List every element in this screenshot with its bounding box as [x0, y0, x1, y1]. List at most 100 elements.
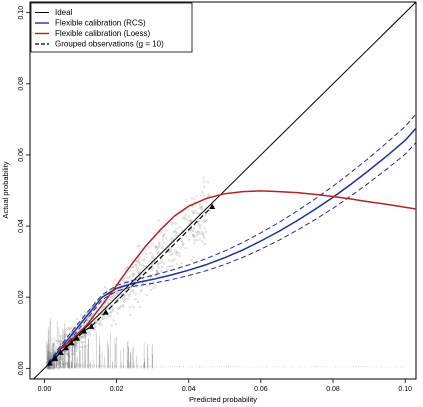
- scatter-point: [163, 241, 166, 244]
- scatter-point: [71, 326, 75, 330]
- scatter-point: [185, 218, 188, 221]
- scatter-point: [184, 235, 187, 238]
- scatter-point: [116, 312, 119, 315]
- scatter-point: [97, 313, 101, 316]
- y-axis-ticks: 0.00 0.02 0.04 0.06 0.08 0.10: [18, 6, 30, 375]
- scatter-point: [145, 293, 148, 297]
- scatter-point: [114, 323, 118, 326]
- group-markers: [46, 203, 216, 366]
- scatter-point: [200, 213, 203, 217]
- scatter-point: [195, 211, 198, 215]
- scatter-point: [71, 353, 74, 356]
- scatter-point: [181, 243, 185, 247]
- group-marker: [63, 344, 70, 351]
- scatter-point: [98, 323, 101, 326]
- scatter-point: [167, 250, 170, 253]
- scatter-point: [138, 244, 141, 247]
- scatter-point: [187, 239, 190, 242]
- scatter-point: [158, 242, 161, 245]
- scatter-point: [175, 250, 179, 254]
- scatter-point: [128, 292, 132, 295]
- scatter-point: [151, 266, 154, 269]
- scatter-point: [159, 270, 162, 273]
- scatter-point: [134, 292, 138, 295]
- scatter-point: [197, 212, 201, 216]
- scatter-point: [202, 235, 206, 238]
- scatter-point: [100, 312, 104, 315]
- scatter-point: [59, 334, 62, 338]
- scatter-point: [69, 331, 73, 334]
- scatter-point: [135, 264, 138, 267]
- scatter-point: [135, 269, 138, 272]
- scatter-point: [169, 250, 172, 253]
- group-marker: [57, 349, 64, 355]
- scatter-point: [136, 260, 139, 263]
- scatter-point: [75, 348, 79, 351]
- scatter-point: [159, 231, 162, 234]
- scatter-point: [66, 333, 69, 337]
- scatter-point: [204, 200, 207, 203]
- scatter-point: [162, 235, 165, 238]
- scatter-point: [197, 230, 200, 233]
- scatter-point: [169, 247, 172, 251]
- scatter-point: [138, 270, 141, 273]
- scatter-point: [137, 257, 140, 260]
- scatter-point: [187, 230, 191, 233]
- scatter-point: [164, 237, 167, 240]
- legend-box: [30, 2, 193, 53]
- scatter-point: [171, 264, 174, 268]
- scatter-point: [192, 235, 195, 238]
- scatter-point: [131, 272, 134, 275]
- scatter-point: [209, 209, 212, 212]
- scatter-point: [76, 317, 79, 321]
- scatter-point: [180, 240, 184, 244]
- scatter-point: [174, 249, 177, 252]
- scatter-point: [127, 297, 130, 300]
- scatter-point: [143, 264, 146, 267]
- y-tick-label: 0.00: [18, 361, 25, 375]
- scatter-point: [66, 327, 69, 330]
- scatter-point: [161, 265, 164, 269]
- scatter-point: [93, 328, 96, 331]
- scatter-point: [86, 318, 89, 321]
- scatter-point: [195, 195, 198, 198]
- scatter-point: [165, 229, 168, 232]
- scatter-point: [192, 212, 195, 215]
- scatter-point: [151, 264, 154, 267]
- scatter-point: [193, 197, 196, 200]
- scatter-point: [161, 260, 164, 264]
- scatter-point: [196, 217, 200, 220]
- scatter-point: [157, 245, 161, 248]
- scatter-point: [185, 199, 188, 202]
- scatter-point: [175, 227, 178, 230]
- scatter-point: [192, 255, 195, 258]
- scatter-point: [201, 206, 204, 209]
- y-tick-label: 0.10: [18, 6, 25, 20]
- scatter-point: [168, 259, 171, 262]
- scatter-point: [193, 238, 196, 242]
- scatter-point: [113, 293, 116, 297]
- scatter-point: [192, 227, 196, 230]
- scatter-point: [84, 334, 87, 338]
- legend-entry-ideal: Ideal: [35, 8, 73, 17]
- scatter-point: [198, 238, 202, 241]
- scatter-point: [80, 313, 83, 316]
- scatter-point: [187, 220, 190, 223]
- scatter-point: [87, 331, 91, 334]
- scatter-point: [87, 329, 90, 332]
- legend-entry-loess: Flexible calibration (Loess): [35, 29, 150, 38]
- scatter-point: [100, 302, 103, 305]
- scatter-point: [94, 325, 97, 329]
- scatter-point: [103, 286, 107, 289]
- scatter-point: [82, 324, 85, 327]
- scatter-point: [78, 345, 81, 348]
- scatter-point: [82, 321, 85, 325]
- scatter-point: [201, 191, 204, 194]
- scatter-point: [124, 289, 127, 292]
- scatter-point: [174, 230, 177, 233]
- scatter-point: [168, 250, 171, 253]
- scatter-point: [80, 335, 84, 339]
- scatter-point: [104, 304, 107, 308]
- predicted-observations-scatter: [46, 176, 404, 370]
- group-marker: [102, 309, 109, 315]
